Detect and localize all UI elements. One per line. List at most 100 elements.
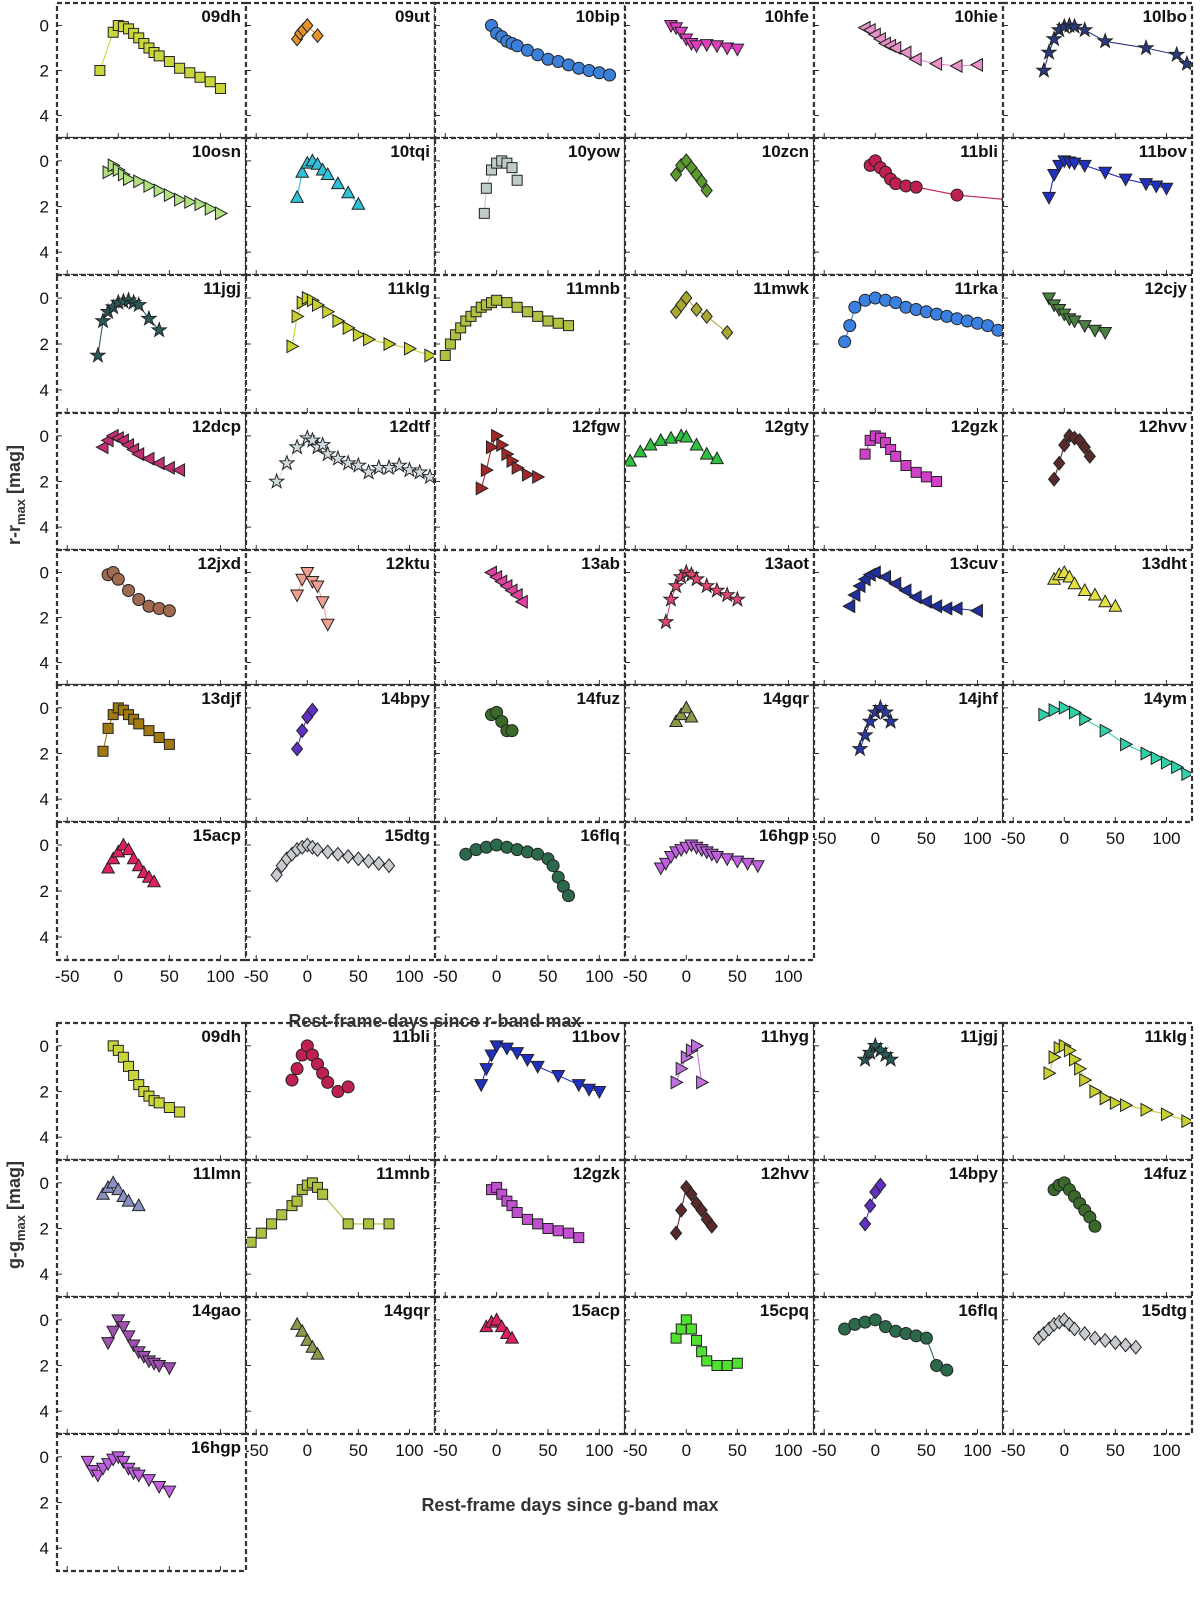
data-point xyxy=(321,844,334,860)
panel-top-12gzk: 12gzk xyxy=(812,411,1005,552)
panel-frame xyxy=(55,136,248,277)
panel-top-16flq: -50 0 50 100 16flq xyxy=(433,820,627,986)
data-point xyxy=(670,1332,682,1344)
panel-label: 14fuz xyxy=(1144,1164,1187,1183)
data-point xyxy=(121,1193,136,1207)
data-point xyxy=(1078,439,1091,455)
panel-top-11rka: 11rka xyxy=(812,273,1005,415)
ytick-label: 4 xyxy=(40,243,49,262)
xtick-label: 100 xyxy=(585,1441,613,1460)
panel-label: 12cjy xyxy=(1144,279,1187,298)
data-point xyxy=(184,194,198,210)
data-point xyxy=(721,1360,733,1371)
data-point xyxy=(116,1321,131,1335)
data-point xyxy=(918,594,932,609)
data-point xyxy=(80,1455,95,1469)
data-point xyxy=(699,446,714,460)
xtick-label: 50 xyxy=(539,967,558,986)
ytick-label: 4 xyxy=(40,518,49,537)
panel-frame xyxy=(244,1295,437,1436)
data-point xyxy=(864,1198,877,1214)
data-point xyxy=(363,332,377,347)
panel-label: 15acp xyxy=(572,1301,620,1320)
data-point xyxy=(680,290,693,306)
panel-label: 14ym xyxy=(1144,689,1187,708)
data-point xyxy=(143,725,155,737)
panel-bottom-11hyg: 11hyg xyxy=(623,1021,816,1162)
data-point xyxy=(504,1330,520,1344)
panel-label: 10yow xyxy=(568,142,621,161)
data-point xyxy=(291,1195,303,1207)
data-point xyxy=(658,857,673,871)
data-point xyxy=(1160,1107,1175,1122)
panel-label: 10bip xyxy=(576,7,620,26)
data-point xyxy=(289,189,305,203)
data-point xyxy=(411,463,429,480)
data-point xyxy=(163,56,175,67)
data-point xyxy=(475,481,489,496)
data-point xyxy=(247,1236,257,1248)
panel-top-14ym: -50 0 50 100 14ym xyxy=(1001,683,1194,848)
data-point xyxy=(931,476,943,487)
panel-top-15acp: 0 2 4 -50 0 50 100 15acp xyxy=(40,820,248,986)
xtick-label: -50 xyxy=(244,967,269,986)
panel-frame xyxy=(244,820,437,962)
data-point xyxy=(877,569,892,585)
panel-label: 13djf xyxy=(201,689,241,708)
data-point xyxy=(174,1106,186,1118)
data-point xyxy=(163,187,177,203)
data-point xyxy=(861,712,879,729)
data-point xyxy=(1098,327,1113,341)
panel-bottom-16flq: -50 0 50 100 16flq xyxy=(812,1295,1005,1460)
data-point xyxy=(689,437,704,451)
data-point xyxy=(1150,750,1164,766)
data-point xyxy=(106,851,121,865)
panel-top-12dtf: 12dtf xyxy=(244,411,437,552)
panel-label: 11bov xyxy=(1139,142,1188,161)
data-point xyxy=(128,1070,140,1082)
data-point xyxy=(898,45,912,60)
panel-frame xyxy=(433,1021,627,1162)
data-point xyxy=(152,1481,167,1495)
panel-frame xyxy=(1001,1295,1194,1436)
data-point xyxy=(296,723,309,739)
data-point xyxy=(339,454,357,471)
data-point xyxy=(204,76,216,88)
data-point xyxy=(289,589,305,603)
data-point xyxy=(485,440,500,455)
data-point xyxy=(1045,29,1063,47)
data-point xyxy=(563,1227,575,1239)
data-point xyxy=(1119,1337,1132,1353)
data-point xyxy=(122,584,136,597)
xtick-label: 0 xyxy=(303,967,312,986)
data-point xyxy=(1159,182,1174,196)
panel-bottom-11bov: 11bov xyxy=(433,1021,627,1162)
data-point xyxy=(691,1038,705,1053)
panel-label: 12gzk xyxy=(951,417,999,436)
data-point xyxy=(131,447,145,462)
ytick-label: 2 xyxy=(40,1357,49,1376)
panel-frame xyxy=(433,411,627,552)
data-point xyxy=(1067,315,1082,329)
panel-label: 10hfe xyxy=(765,7,809,26)
data-point xyxy=(695,1202,708,1218)
data-point xyxy=(1038,707,1052,722)
data-point xyxy=(1109,1335,1122,1351)
ytick-label: 4 xyxy=(40,654,49,673)
data-point xyxy=(342,320,356,335)
ytick-label: 4 xyxy=(40,790,49,809)
top-xlabel: Rest-frame days since r-band max xyxy=(288,1011,581,1031)
data-point xyxy=(1149,180,1164,194)
xtick-label: 100 xyxy=(1152,829,1180,848)
data-point xyxy=(699,39,714,53)
data-point xyxy=(1058,700,1072,715)
panel-label: 15acp xyxy=(193,826,241,845)
panel-top-11klg: 11klg xyxy=(244,273,437,415)
panel-label: 12hvv xyxy=(761,1164,810,1183)
data-point xyxy=(740,857,755,871)
data-point xyxy=(106,1175,121,1189)
data-point xyxy=(300,567,315,581)
ytick-label: 2 xyxy=(40,62,49,81)
data-point xyxy=(320,618,335,632)
panel-top-14gqr: 14gqr xyxy=(623,683,816,824)
